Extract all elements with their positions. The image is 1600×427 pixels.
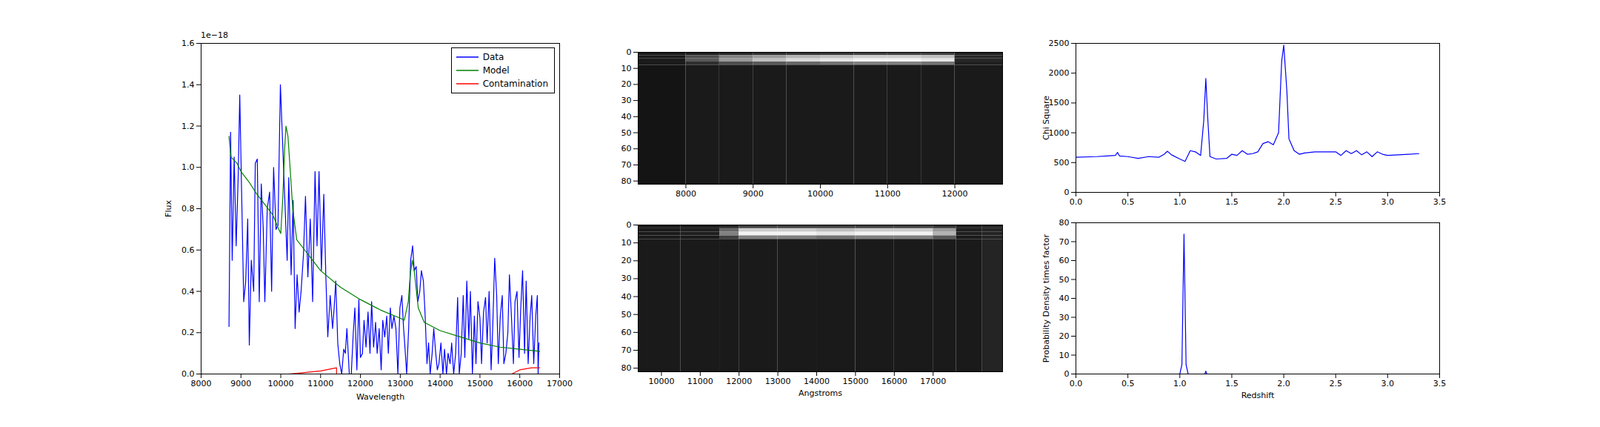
svg-text:1500: 1500 xyxy=(1048,97,1070,108)
svg-text:0.0: 0.0 xyxy=(1069,378,1083,389)
svg-text:15000: 15000 xyxy=(842,376,869,386)
svg-text:60: 60 xyxy=(1059,255,1070,266)
svg-text:1.2: 1.2 xyxy=(181,121,195,132)
svg-text:50: 50 xyxy=(621,128,632,138)
svg-text:1.4: 1.4 xyxy=(181,80,195,90)
svg-text:3.0: 3.0 xyxy=(1381,197,1395,207)
svg-text:10000: 10000 xyxy=(807,188,834,199)
html-text:Data: Data xyxy=(482,51,504,63)
svg-text:8000: 8000 xyxy=(675,188,697,199)
svg-text:Angstroms: Angstroms xyxy=(798,388,843,398)
svg-text:10: 10 xyxy=(1059,350,1070,360)
svg-text:13000: 13000 xyxy=(765,376,792,386)
svg-text:1.6: 1.6 xyxy=(181,38,195,49)
svg-text:2500: 2500 xyxy=(1048,38,1070,49)
svg-text:2.0: 2.0 xyxy=(1277,378,1291,389)
svg-text:500: 500 xyxy=(1054,157,1070,168)
svg-text:0: 0 xyxy=(626,47,632,58)
svg-text:8000: 8000 xyxy=(191,378,212,389)
svg-text:20: 20 xyxy=(1059,331,1070,341)
svg-text:0: 0 xyxy=(1064,187,1070,198)
html-text:Model: Model xyxy=(482,65,510,76)
svg-text:Wavelength: Wavelength xyxy=(356,391,405,402)
svg-text:80: 80 xyxy=(621,362,632,373)
svg-text:0.0: 0.0 xyxy=(181,368,195,379)
svg-text:0.8: 0.8 xyxy=(181,203,195,214)
svg-text:12000: 12000 xyxy=(347,378,374,389)
svg-text:80: 80 xyxy=(1059,217,1070,228)
svg-text:3.0: 3.0 xyxy=(1381,378,1395,389)
svg-text:70: 70 xyxy=(1059,237,1070,247)
svg-text:1.5: 1.5 xyxy=(1225,378,1239,389)
svg-text:11000: 11000 xyxy=(687,376,714,386)
svg-text:16000: 16000 xyxy=(881,376,908,386)
svg-text:1000: 1000 xyxy=(1048,128,1070,138)
svg-text:30: 30 xyxy=(621,273,632,283)
svg-text:16000: 16000 xyxy=(506,378,533,389)
svg-text:10000: 10000 xyxy=(268,378,295,389)
svg-text:10000: 10000 xyxy=(648,376,675,386)
svg-text:15000: 15000 xyxy=(466,378,493,389)
svg-text:13000: 13000 xyxy=(387,378,414,389)
svg-text:30: 30 xyxy=(621,95,632,106)
svg-text:30: 30 xyxy=(1059,312,1070,323)
svg-text:9000: 9000 xyxy=(230,378,252,389)
svg-text:Flux: Flux xyxy=(163,200,174,218)
svg-text:1.0: 1.0 xyxy=(181,162,195,172)
svg-text:20: 20 xyxy=(621,255,632,266)
svg-text:40: 40 xyxy=(621,111,632,122)
svg-text:0.0: 0.0 xyxy=(1069,197,1083,207)
svg-text:0.4: 0.4 xyxy=(181,286,195,297)
svg-text:14000: 14000 xyxy=(803,376,830,386)
svg-text:1.5: 1.5 xyxy=(1225,197,1239,207)
svg-text:1.0: 1.0 xyxy=(1173,197,1187,207)
html-text:Contamination: Contamination xyxy=(482,78,549,89)
svg-text:60: 60 xyxy=(621,143,632,154)
svg-text:3.5: 3.5 xyxy=(1433,378,1447,389)
svg-text:50: 50 xyxy=(621,309,632,320)
svg-text:70: 70 xyxy=(621,345,632,355)
svg-text:Redshift: Redshift xyxy=(1241,390,1275,400)
svg-text:50: 50 xyxy=(1059,274,1070,285)
svg-text:17000: 17000 xyxy=(920,376,946,386)
svg-text:12000: 12000 xyxy=(725,376,752,386)
svg-text:40: 40 xyxy=(1059,293,1070,303)
svg-text:0.5: 0.5 xyxy=(1121,378,1135,389)
svg-text:9000: 9000 xyxy=(742,188,764,199)
svg-text:80: 80 xyxy=(621,176,632,186)
svg-text:2.5: 2.5 xyxy=(1328,197,1343,207)
svg-text:14000: 14000 xyxy=(427,378,454,389)
svg-text:0.6: 0.6 xyxy=(181,245,195,255)
svg-text:2000: 2000 xyxy=(1048,68,1070,78)
svg-text:Probability Density times fact: Probability Density times factor xyxy=(1041,233,1052,363)
svg-text:12000: 12000 xyxy=(942,188,969,199)
svg-text:0.2: 0.2 xyxy=(181,327,195,338)
svg-text:17000: 17000 xyxy=(546,378,573,389)
svg-text:60: 60 xyxy=(621,327,632,338)
svg-text:11000: 11000 xyxy=(874,188,901,199)
svg-text:0: 0 xyxy=(626,220,632,230)
svg-text:40: 40 xyxy=(621,291,632,302)
svg-text:11000: 11000 xyxy=(307,378,334,389)
svg-text:10: 10 xyxy=(621,63,632,74)
svg-text:10: 10 xyxy=(621,237,632,248)
svg-text:0.5: 0.5 xyxy=(1121,197,1135,207)
svg-text:1.0: 1.0 xyxy=(1173,378,1187,389)
svg-text:2.5: 2.5 xyxy=(1328,378,1343,389)
svg-text:20: 20 xyxy=(621,79,632,89)
svg-text:70: 70 xyxy=(621,160,632,170)
svg-text:2.0: 2.0 xyxy=(1277,197,1291,207)
html-text:1e−18: 1e−18 xyxy=(200,30,229,40)
svg-text:0: 0 xyxy=(1064,368,1070,379)
svg-text:3.5: 3.5 xyxy=(1433,197,1447,207)
svg-text:Chi Square: Chi Square xyxy=(1041,95,1052,140)
